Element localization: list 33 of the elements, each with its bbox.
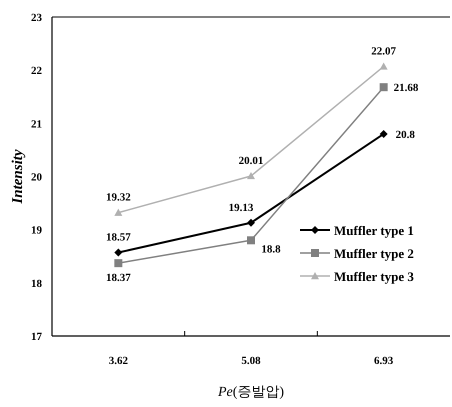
- x-tick-label: 6.93: [374, 355, 394, 367]
- point: [247, 236, 255, 244]
- x-tick-label: 3.62: [108, 355, 128, 367]
- point: [114, 208, 122, 216]
- point: [380, 83, 388, 92]
- data-label: 21.68: [394, 82, 419, 94]
- data-label: 20.8: [396, 128, 416, 141]
- x-axis-title: Pe(증발압): [216, 385, 284, 400]
- point: [380, 130, 388, 138]
- data-label: 18.8: [261, 243, 282, 256]
- y-tick-label: 19: [31, 224, 42, 237]
- y-tick-label: 22: [31, 65, 42, 78]
- data-label: 18.57: [106, 232, 132, 244]
- point: [380, 62, 388, 70]
- point: [247, 172, 255, 180]
- data-label: 22.07: [371, 45, 397, 58]
- data-label: 18.37: [106, 272, 132, 284]
- point: [114, 259, 122, 268]
- legend-label: Muffler type 1: [334, 223, 414, 238]
- x-tick-label: 5.08: [241, 355, 262, 367]
- y-tick-label: 17: [31, 331, 42, 343]
- y-axis-title: Intensity: [10, 149, 26, 205]
- legend-label: Muffler type 3: [334, 269, 414, 284]
- y-tick-label: 20: [31, 172, 42, 184]
- data-label: 20.01: [238, 154, 264, 167]
- y-tick-label: 21: [31, 118, 42, 130]
- legend-label: Muffler type 2: [334, 246, 414, 261]
- point: [114, 248, 122, 257]
- y-tick-label: 23: [31, 12, 42, 24]
- point: [247, 218, 255, 227]
- data-label: 19.32: [106, 192, 132, 204]
- y-tick-label: 18: [31, 278, 42, 290]
- data-label: 19.13: [228, 202, 254, 214]
